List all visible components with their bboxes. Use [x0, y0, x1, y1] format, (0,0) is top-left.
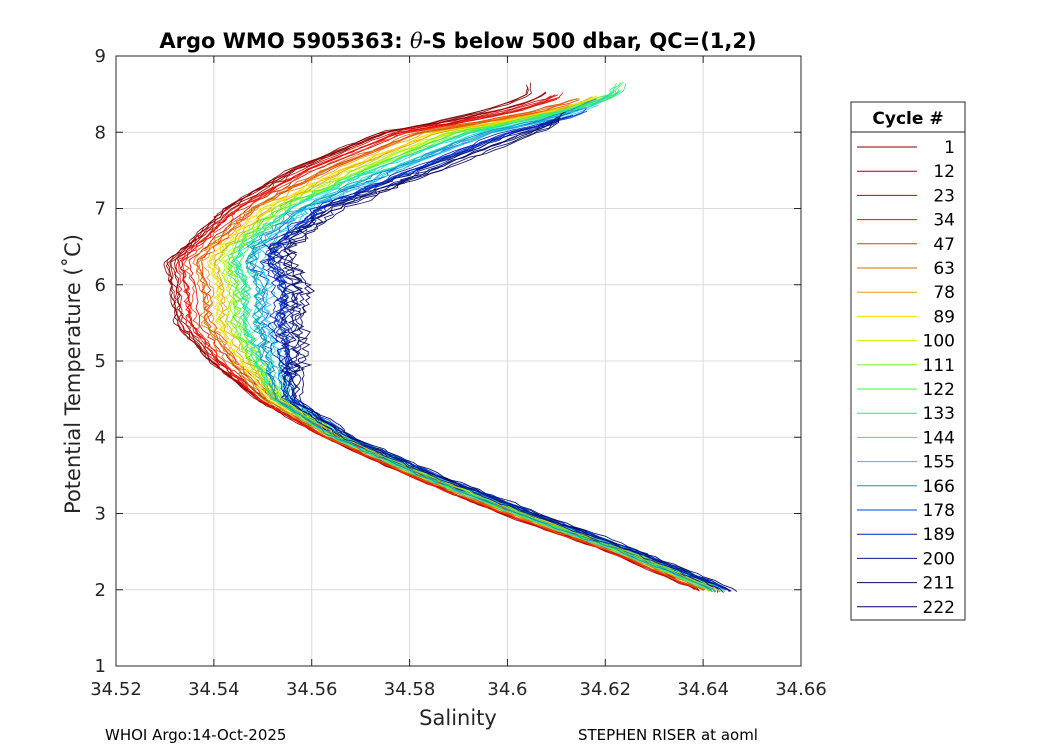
legend-items: 1 12 23 34 47 63 78 89 100 111 122 133 144 155 166 178 1…	[857, 138, 955, 618]
legend-label: 1	[944, 138, 955, 158]
profile-line-cycle-200	[273, 120, 727, 590]
legend-label: 133	[923, 404, 955, 424]
x-tick-label: 34.58	[384, 679, 436, 700]
legend-label: 122	[923, 380, 955, 400]
legend: Cycle # 1 12 23 34 47 63 78 89 100 111 122 133 144 15…	[850, 101, 966, 621]
profile-line-cycle-100	[223, 99, 723, 593]
y-tick-label: 4	[95, 427, 106, 448]
x-tick-label: 34.66	[775, 679, 827, 700]
y-tick-label: 9	[95, 46, 106, 67]
x-tick-label: 34.6	[487, 679, 527, 700]
legend-label: 178	[923, 501, 955, 521]
profile-line-cycle-111	[226, 95, 712, 589]
legend-label: 211	[923, 574, 955, 594]
profile-line-cycle-178	[267, 108, 724, 589]
profile-line-cycle-144	[232, 88, 703, 588]
y-axis-label: Potential Temperature (˚C)	[61, 234, 85, 514]
footer-left: WHOI Argo:14-Oct-2025	[105, 726, 286, 744]
profile-line-cycle-63	[192, 98, 698, 589]
profile-line-cycle-222	[288, 118, 738, 592]
y-tick-label: 3	[95, 504, 106, 525]
chart-title: Argo WMO 5905363: θ-S below 500 dbar, QC…	[159, 29, 756, 53]
legend-label: 12	[933, 162, 955, 182]
legend-label: 155	[923, 453, 955, 473]
x-tick-label: 34.52	[90, 679, 142, 700]
legend-label: 89	[933, 307, 955, 327]
x-tick-label: 34.64	[677, 679, 729, 700]
legend-label: 222	[923, 598, 955, 618]
y-tick-label: 8	[95, 122, 106, 143]
legend-label: 111	[923, 356, 955, 376]
axis-ticks: 34.52 34.54 34.56 34.58 34.6 34.62 34.64 34.66 1…	[90, 46, 827, 700]
legend-title: Cycle #	[872, 109, 943, 129]
x-tick-label: 34.56	[286, 679, 338, 700]
profile-line-cycle-47	[182, 99, 698, 589]
grid-lines	[116, 56, 801, 666]
legend-label: 189	[923, 525, 955, 545]
y-tick-label: 7	[95, 199, 106, 220]
profile-line-cycle-211	[277, 111, 724, 589]
profile-line-cycle-78	[214, 96, 717, 592]
profile-line-cycle-189	[261, 115, 724, 593]
legend-label: 78	[933, 283, 955, 303]
legend-label: 200	[923, 549, 955, 569]
legend-box	[850, 101, 966, 621]
x-tick-label: 34.62	[580, 679, 632, 700]
y-tick-label: 1	[95, 656, 106, 677]
y-tick-label: 6	[95, 275, 106, 296]
legend-label: 166	[923, 477, 955, 497]
profile-line-cycle-122	[224, 82, 711, 590]
legend-label: 34	[933, 211, 955, 231]
profile-line-cycle-23	[175, 95, 699, 591]
profile-lines	[163, 81, 738, 593]
footer-right: STEPHEN RISER at aoml	[578, 726, 758, 744]
legend-label: 144	[923, 428, 955, 448]
y-tick-label: 2	[95, 580, 106, 601]
legend-label: 23	[933, 186, 955, 206]
profile-line-cycle-122	[226, 90, 714, 593]
legend-label: 63	[933, 259, 955, 279]
x-tick-label: 34.54	[188, 679, 240, 700]
x-axis-label: Salinity	[419, 706, 497, 730]
legend-label: 47	[933, 235, 955, 255]
y-tick-label: 5	[95, 351, 106, 372]
profile-line-cycle-166	[245, 98, 713, 592]
profile-line-cycle-222	[284, 120, 730, 593]
legend-label: 100	[923, 332, 955, 352]
